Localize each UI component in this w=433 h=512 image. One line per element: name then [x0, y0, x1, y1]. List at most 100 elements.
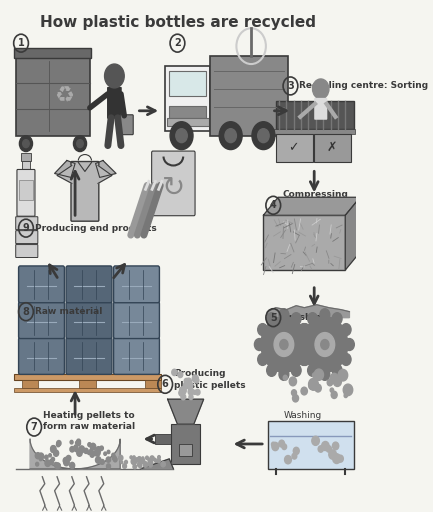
Polygon shape [345, 197, 360, 270]
Polygon shape [57, 165, 72, 183]
Circle shape [293, 447, 299, 455]
FancyBboxPatch shape [14, 48, 91, 58]
Circle shape [140, 459, 143, 462]
Circle shape [219, 122, 242, 150]
Text: ✗: ✗ [327, 141, 337, 154]
Circle shape [149, 462, 152, 467]
FancyBboxPatch shape [66, 337, 112, 374]
Circle shape [106, 457, 110, 462]
Circle shape [279, 369, 289, 380]
Circle shape [292, 453, 297, 459]
Circle shape [291, 365, 301, 376]
Circle shape [123, 464, 126, 468]
Text: Washing: Washing [284, 411, 322, 420]
Circle shape [154, 458, 156, 461]
Text: ✓: ✓ [288, 141, 299, 154]
Circle shape [341, 353, 351, 366]
Circle shape [104, 64, 124, 88]
Circle shape [145, 456, 149, 459]
Circle shape [300, 324, 310, 335]
Circle shape [189, 395, 193, 399]
Circle shape [330, 388, 333, 392]
FancyBboxPatch shape [71, 161, 99, 221]
FancyBboxPatch shape [210, 56, 288, 136]
Circle shape [184, 382, 189, 389]
FancyBboxPatch shape [19, 180, 32, 200]
Circle shape [23, 140, 29, 147]
Circle shape [192, 375, 198, 382]
Circle shape [180, 388, 186, 394]
Circle shape [125, 460, 127, 464]
Text: Compressing
into blocks: Compressing into blocks [282, 190, 348, 211]
Circle shape [64, 459, 69, 466]
FancyBboxPatch shape [79, 380, 96, 388]
Circle shape [157, 459, 161, 463]
Circle shape [113, 457, 116, 461]
Circle shape [308, 313, 317, 325]
Circle shape [45, 460, 50, 466]
Circle shape [75, 447, 78, 451]
Circle shape [320, 369, 330, 380]
Circle shape [77, 441, 81, 445]
Circle shape [94, 449, 100, 456]
Text: 2: 2 [174, 38, 181, 48]
Circle shape [100, 459, 104, 464]
Polygon shape [96, 161, 116, 178]
Circle shape [308, 365, 317, 376]
Circle shape [39, 458, 42, 461]
Circle shape [309, 382, 314, 389]
Circle shape [314, 369, 323, 380]
Circle shape [291, 390, 297, 396]
FancyBboxPatch shape [155, 434, 171, 444]
Circle shape [315, 384, 321, 392]
Circle shape [51, 445, 56, 452]
Circle shape [100, 446, 103, 451]
Circle shape [337, 455, 343, 462]
Circle shape [74, 446, 78, 450]
Circle shape [130, 456, 132, 459]
Circle shape [96, 457, 101, 463]
Circle shape [51, 446, 55, 451]
Circle shape [258, 324, 268, 335]
Circle shape [341, 324, 351, 335]
FancyBboxPatch shape [16, 245, 38, 258]
Circle shape [155, 460, 156, 462]
Circle shape [186, 378, 191, 385]
Circle shape [77, 439, 81, 444]
Circle shape [333, 454, 341, 463]
FancyBboxPatch shape [276, 134, 313, 161]
Circle shape [326, 446, 332, 452]
Circle shape [113, 457, 117, 462]
Circle shape [255, 338, 264, 351]
FancyBboxPatch shape [314, 98, 327, 120]
Circle shape [143, 462, 148, 467]
Text: Crushing: Crushing [282, 313, 328, 322]
Circle shape [45, 455, 48, 459]
Circle shape [318, 446, 323, 452]
Circle shape [63, 457, 68, 464]
Circle shape [136, 458, 139, 462]
Circle shape [179, 390, 184, 396]
Text: 7: 7 [31, 422, 38, 432]
Text: 6: 6 [162, 379, 168, 389]
Circle shape [19, 136, 32, 152]
Circle shape [75, 441, 78, 444]
FancyBboxPatch shape [314, 134, 351, 161]
Circle shape [65, 460, 69, 465]
Circle shape [70, 462, 75, 468]
Circle shape [133, 456, 135, 459]
Circle shape [289, 377, 297, 386]
Circle shape [79, 446, 84, 453]
Circle shape [252, 122, 275, 150]
Circle shape [74, 445, 78, 450]
Circle shape [161, 462, 165, 467]
FancyBboxPatch shape [19, 302, 65, 338]
Circle shape [87, 452, 90, 455]
FancyBboxPatch shape [179, 444, 192, 456]
Circle shape [181, 394, 186, 400]
Circle shape [131, 459, 136, 464]
Text: Producing
plastic pellets: Producing plastic pellets [174, 369, 246, 390]
Circle shape [138, 457, 141, 461]
Circle shape [261, 316, 307, 372]
Text: 4: 4 [270, 200, 277, 210]
